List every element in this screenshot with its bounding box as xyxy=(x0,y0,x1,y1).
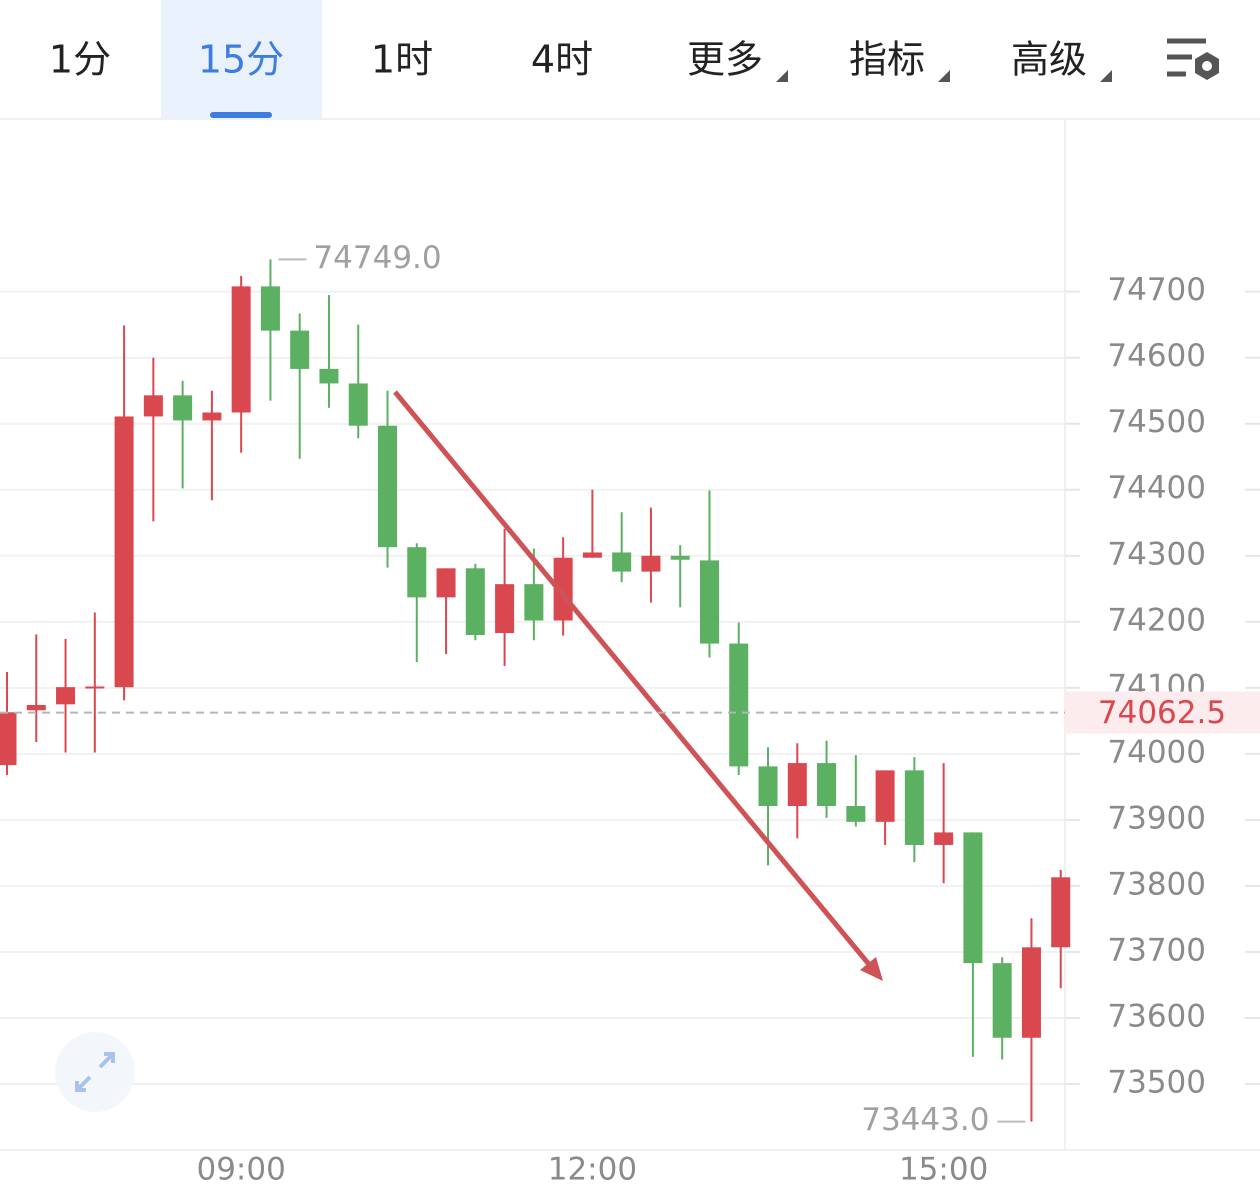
tab[interactable]: 1分 xyxy=(49,38,111,82)
tab[interactable]: 指标 xyxy=(849,38,925,82)
candle-body xyxy=(934,832,954,845)
current-price-label: 74062.5 xyxy=(1098,695,1226,731)
candle-body xyxy=(319,368,339,384)
candle-body xyxy=(992,963,1012,1038)
candle-body xyxy=(524,584,544,621)
active-tab-background xyxy=(161,0,322,118)
trend-arrow xyxy=(393,390,874,970)
candle-body xyxy=(1021,947,1041,1038)
candle-body xyxy=(407,547,427,598)
y-tick-label: 73900 xyxy=(1107,800,1206,836)
candle-body xyxy=(729,643,749,767)
dropdown-caret xyxy=(776,70,788,82)
tab[interactable]: 更多 xyxy=(687,38,763,82)
trend-arrow-head xyxy=(860,957,883,981)
candle-body xyxy=(553,557,573,621)
candle-body xyxy=(1051,877,1071,948)
y-tick-label: 74600 xyxy=(1107,338,1206,374)
tab[interactable]: 高级 xyxy=(1011,38,1087,82)
dropdown-caret xyxy=(1100,70,1112,82)
current-price-box xyxy=(1065,691,1260,734)
candle-body xyxy=(817,763,837,807)
y-tick-label: 74700 xyxy=(1107,272,1206,308)
candle-body xyxy=(465,568,485,635)
candle-body xyxy=(670,555,690,560)
tab[interactable]: 15分 xyxy=(198,38,284,82)
candle-body xyxy=(641,555,661,572)
y-tick-label: 74300 xyxy=(1107,536,1206,572)
candle-body xyxy=(699,560,719,644)
candle-body xyxy=(26,704,46,711)
low-label: 73443.0 xyxy=(861,1102,989,1138)
candle-body xyxy=(875,770,895,822)
candle-body xyxy=(758,766,778,807)
candle-body xyxy=(231,286,251,413)
candle-body xyxy=(378,425,398,548)
candle-body xyxy=(143,395,163,417)
expand-button[interactable] xyxy=(55,1032,135,1112)
y-tick-label: 74400 xyxy=(1107,470,1206,506)
tab[interactable]: 1时 xyxy=(371,38,433,82)
dropdown-caret xyxy=(938,70,950,82)
settings-icon[interactable] xyxy=(1167,38,1219,80)
candle-body xyxy=(846,806,866,822)
x-tick-label: 09:00 xyxy=(196,1152,285,1188)
candle-body xyxy=(963,832,983,964)
x-tick-label: 15:00 xyxy=(899,1152,988,1188)
y-tick-label: 74500 xyxy=(1107,404,1206,440)
candle-body xyxy=(202,412,222,421)
candle-body xyxy=(495,584,515,634)
candle-body xyxy=(114,416,134,688)
candle-body xyxy=(56,687,76,705)
candle-body xyxy=(85,686,105,689)
candle-body xyxy=(787,763,807,807)
y-tick-label: 74000 xyxy=(1107,734,1206,770)
tab[interactable]: 4时 xyxy=(531,38,593,82)
candle-body xyxy=(260,286,280,331)
overlay: 74749.0 73443.0 74062.5 xyxy=(0,240,1260,1138)
x-tick-label: 12:00 xyxy=(548,1152,637,1188)
candle-body xyxy=(173,395,193,421)
candle-body xyxy=(348,383,368,426)
candles xyxy=(0,259,1071,1122)
tab-bar: 1分 15分 1时 4时 更多 指标 高级 xyxy=(49,0,1219,118)
y-tick-label: 73800 xyxy=(1107,866,1206,902)
candle-body xyxy=(290,330,310,369)
y-tick-label: 73600 xyxy=(1107,998,1206,1034)
candle-body xyxy=(436,568,456,598)
candle-body xyxy=(612,552,632,572)
active-tab-indicator xyxy=(210,112,272,118)
candle-body xyxy=(904,770,924,845)
y-tick-label: 73700 xyxy=(1107,932,1206,968)
y-tick-label: 73500 xyxy=(1107,1064,1206,1100)
candle-body xyxy=(582,552,602,558)
candle-body xyxy=(0,712,17,766)
y-tick-label: 74200 xyxy=(1107,602,1206,638)
high-label: 74749.0 xyxy=(313,240,441,276)
